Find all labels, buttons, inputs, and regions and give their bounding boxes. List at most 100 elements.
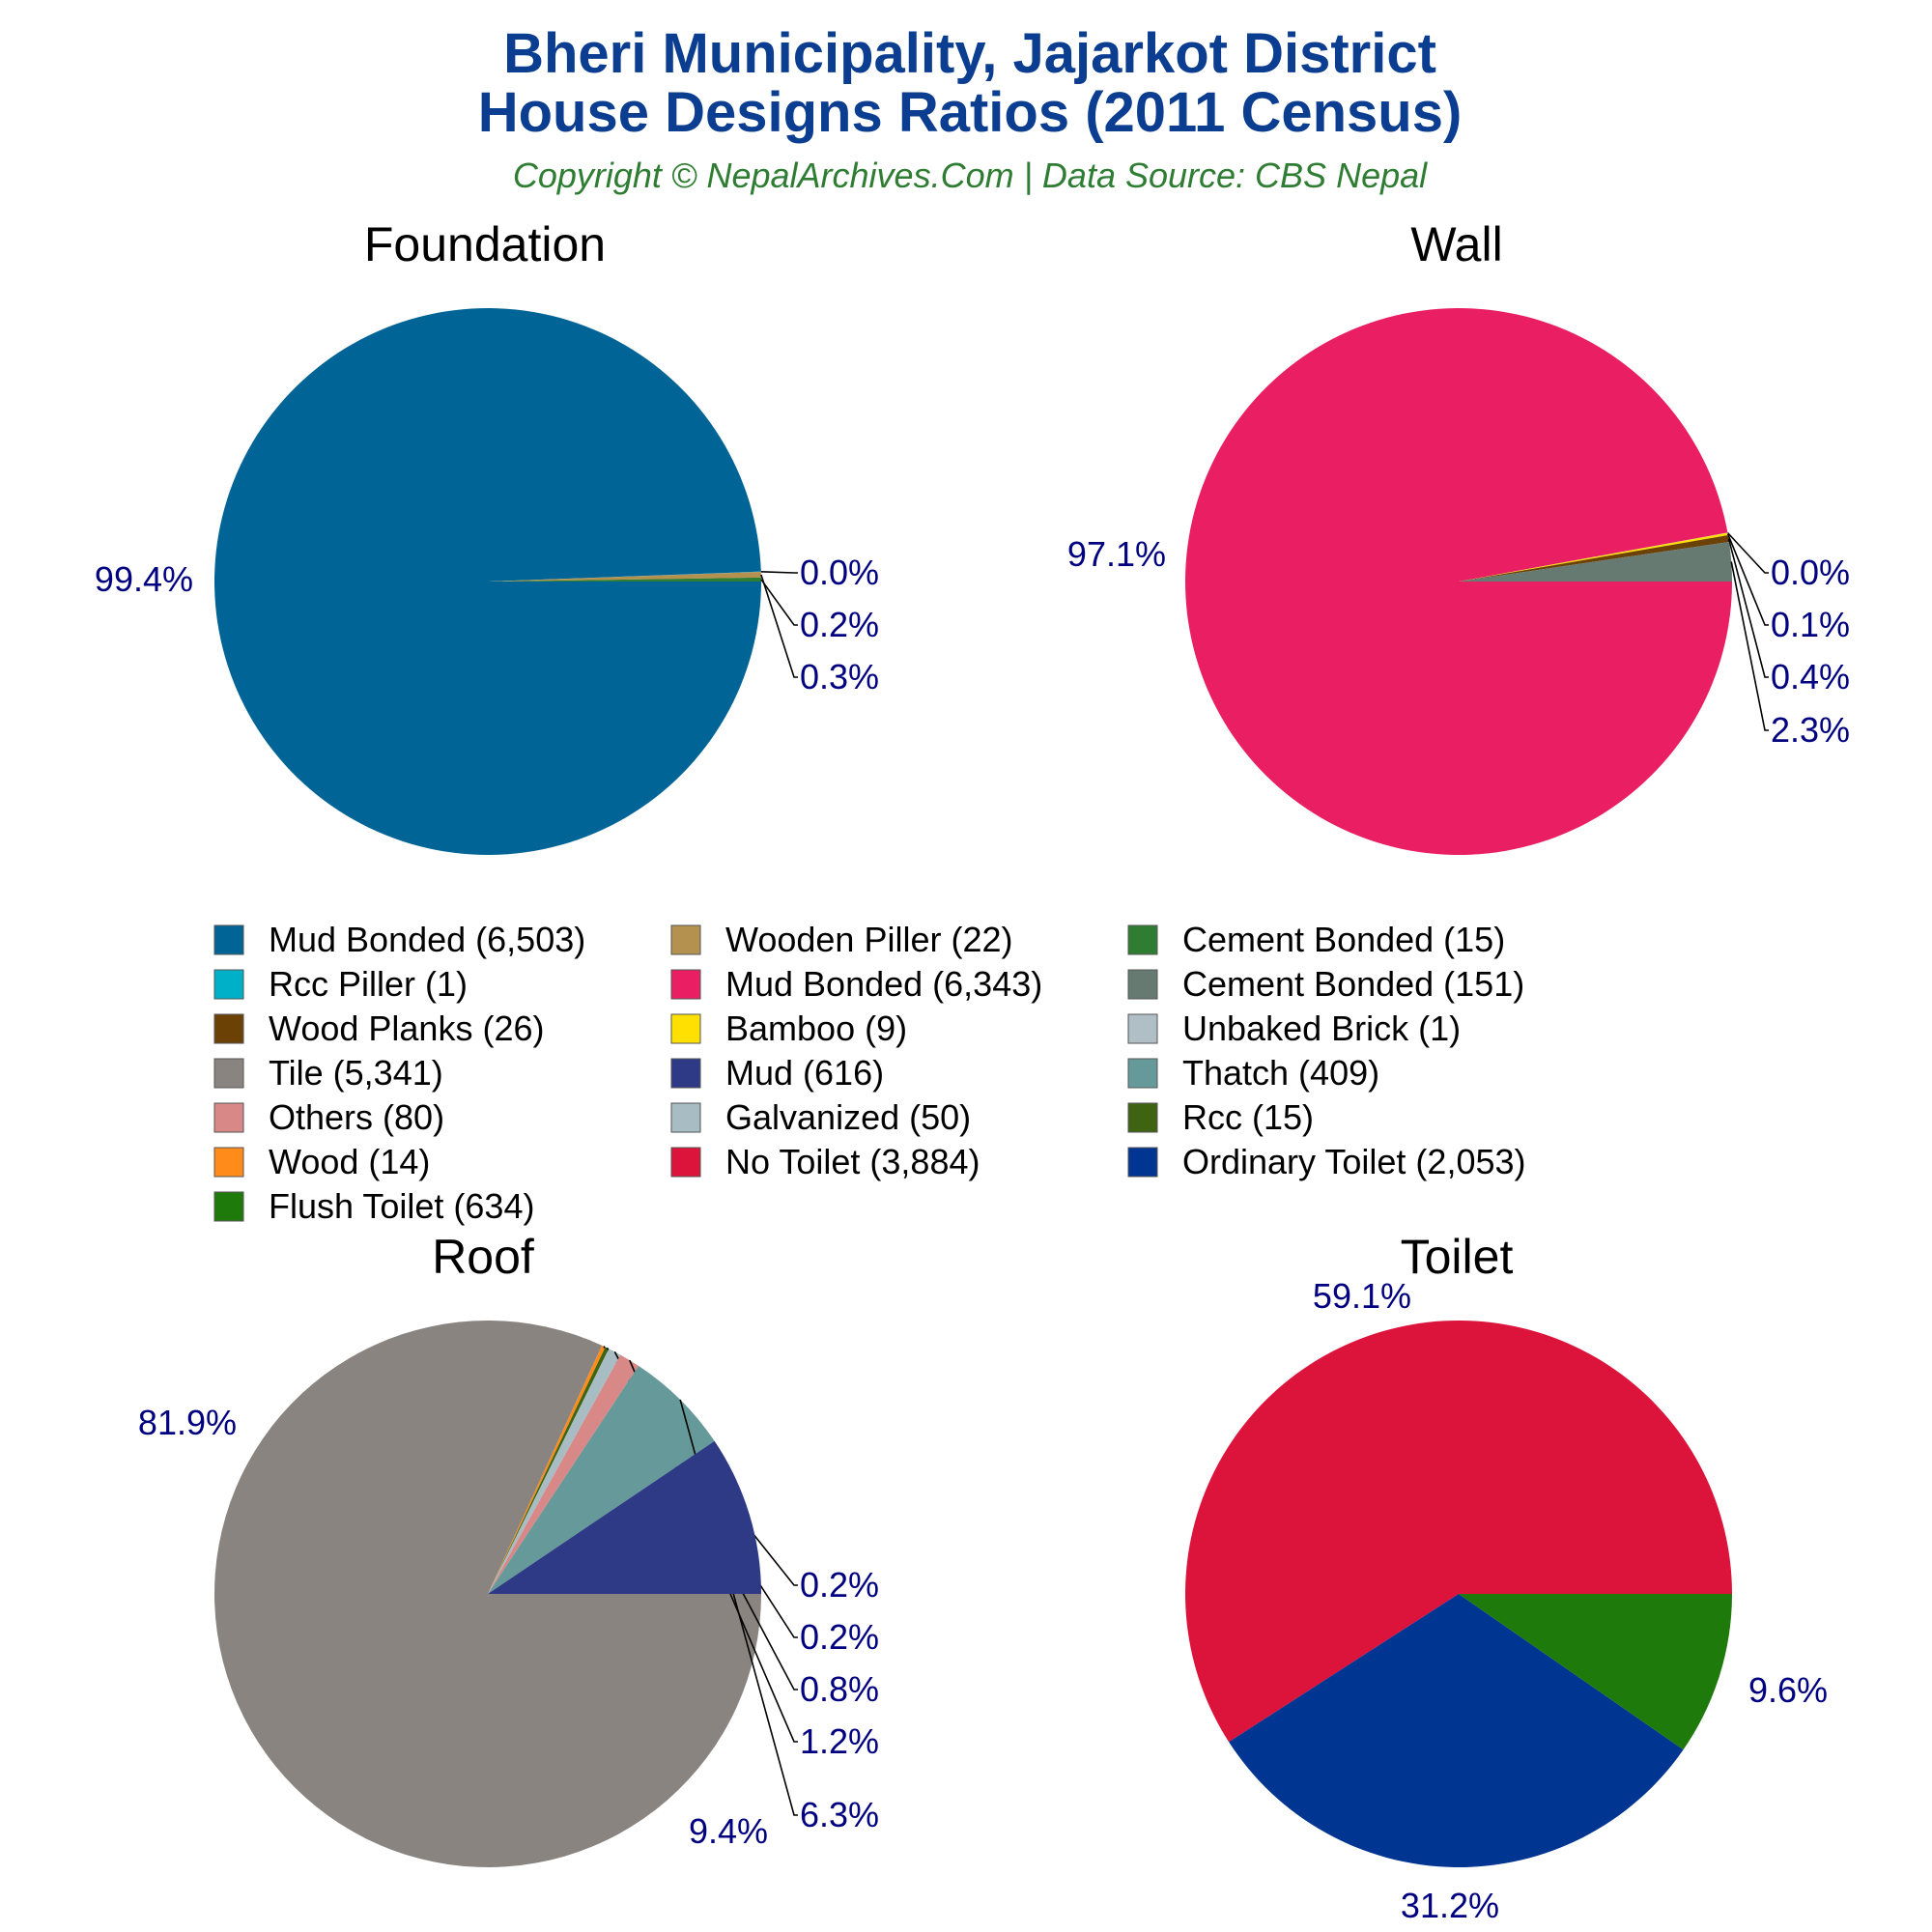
leader-line [760, 579, 798, 626]
pie-slice-toilet-ordinary-toilet [1229, 1594, 1684, 1868]
legend-swatch [670, 1058, 701, 1089]
legend-label: Bamboo (9) [725, 1009, 907, 1048]
legend-swatch [213, 1013, 244, 1044]
legend-swatch [1127, 969, 1158, 1000]
legend-label: Unbaked Brick (1) [1182, 1009, 1461, 1048]
legend-swatch [1127, 924, 1158, 955]
legend-label: No Toilet (3,884) [725, 1142, 980, 1181]
leader-line [760, 574, 798, 678]
legend-swatch [670, 1102, 701, 1133]
legend-label: Flush Toilet (634) [269, 1186, 534, 1226]
legend-swatch [213, 969, 244, 1000]
percent-label: 6.3% [800, 1795, 879, 1834]
legend-item: Ordinary Toilet (2,053) [1127, 1142, 1526, 1181]
leader-line [1727, 538, 1769, 678]
pie-slice-roof-thatch [488, 1365, 715, 1594]
legend: Mud Bonded (6,503) Rcc Piller (1) Wood Pla… [213, 920, 1526, 1226]
legend-item: Unbaked Brick (1) [1127, 1009, 1461, 1048]
legend-item: Mud Bonded (6,503) [213, 920, 585, 959]
legend-label: Rcc (15) [1182, 1097, 1314, 1137]
percent-label: 0.2% [800, 1617, 879, 1657]
pie-title-wall: Wall [1410, 217, 1502, 271]
pie-chart-toilet: Toilet 59.1% 31.2% 9.6% [1185, 1230, 1828, 1925]
legend-item: Cement Bonded (151) [1127, 964, 1524, 1004]
percent-label: 59.1% [1313, 1276, 1411, 1316]
legend-item: No Toilet (3,884) [670, 1142, 980, 1181]
legend-item: Rcc (15) [1127, 1097, 1314, 1137]
percent-label: 1.2% [800, 1721, 879, 1761]
legend-item: Wooden Piller (22) [670, 920, 1012, 959]
legend-swatch [670, 924, 701, 955]
pie-slice-wall-cement-bonded [1459, 542, 1732, 582]
leader-line [1726, 533, 1769, 626]
legend-swatch [1127, 1058, 1158, 1089]
legend-label: Ordinary Toilet (2,053) [1182, 1142, 1526, 1181]
legend-label: Galvanized (50) [725, 1097, 971, 1137]
legend-swatch [213, 1058, 244, 1089]
legend-item: Bamboo (9) [670, 1009, 907, 1048]
legend-label: Cement Bonded (15) [1182, 920, 1505, 959]
percent-label: 99.4% [95, 559, 193, 599]
pie-slice-roof-rcc [488, 1347, 610, 1594]
pie-slice-foundation-wooden-piller [488, 571, 761, 582]
pie-slice-foundation-rcc-piller [488, 571, 761, 582]
pie-slice-wall-mud-bonded [1184, 308, 1732, 856]
legend-swatch [670, 1147, 701, 1178]
legend-label: Others (80) [269, 1097, 444, 1137]
legend-item: Mud (616) [670, 1053, 884, 1093]
legend-swatch [670, 969, 701, 1000]
percent-label: 97.1% [1067, 534, 1166, 574]
percent-label: 0.1% [1771, 605, 1850, 644]
legend-label: Wood Planks (26) [269, 1009, 544, 1048]
pie-title-roof: Roof [432, 1230, 534, 1284]
legend-item: Tile (5,341) [213, 1053, 443, 1093]
legend-swatch [1127, 1102, 1158, 1133]
pie-slice-toilet-flush-toilet [1459, 1594, 1732, 1750]
legend-label: Thatch (409) [1182, 1053, 1379, 1093]
leader-line [760, 571, 798, 574]
legend-label: Wood (14) [269, 1142, 430, 1181]
percent-label: 0.2% [800, 1565, 879, 1605]
pie-chart-roof: Roof 81.9% 0.2% 0.2% 0.8% 1.2% 6.3% 9.4% [138, 1230, 879, 1868]
percent-label: 9.4% [689, 1811, 768, 1851]
legend-label: Mud Bonded (6,343) [725, 964, 1042, 1004]
chart-subtitle: Copyright © NepalArchives.Com | Data Sou… [513, 156, 1428, 195]
percent-label: 0.0% [1771, 553, 1850, 592]
legend-item: Mud Bonded (6,343) [670, 964, 1042, 1004]
legend-item: Cement Bonded (15) [1127, 920, 1505, 959]
legend-item: Wood Planks (26) [213, 1009, 544, 1048]
legend-label: Tile (5,341) [269, 1053, 443, 1093]
percent-label: 0.4% [1771, 657, 1850, 696]
pie-slice-roof-galvanized [488, 1349, 621, 1594]
pie-slice-roof-tile [213, 1321, 761, 1868]
legend-swatch [213, 1191, 244, 1222]
legend-label: Rcc Piller (1) [269, 964, 468, 1004]
pie-slice-wall-bamboo [1459, 532, 1728, 582]
pie-chart-wall: Wall 97.1% 0.0% 0.1% 0.4% 2.3% [1067, 217, 1850, 856]
leader-line [1726, 531, 1769, 574]
legend-item: Wood (14) [213, 1142, 430, 1181]
legend-item: Others (80) [213, 1097, 444, 1137]
legend-item: Galvanized (50) [670, 1097, 971, 1137]
pie-slice-wall-wood-planks [1459, 535, 1730, 582]
legend-item: Rcc Piller (1) [213, 964, 468, 1004]
legend-item: Thatch (409) [1127, 1053, 1379, 1093]
percent-label: 0.8% [800, 1669, 879, 1709]
legend-swatch [213, 924, 244, 955]
legend-swatch [670, 1013, 701, 1044]
legend-label: Mud Bonded (6,503) [269, 920, 585, 959]
legend-label: Wooden Piller (22) [725, 920, 1012, 959]
legend-label: Cement Bonded (151) [1182, 964, 1524, 1004]
pie-title-foundation: Foundation [364, 217, 606, 271]
legend-swatch [213, 1102, 244, 1133]
percent-label: 0.2% [800, 605, 879, 644]
legend-swatch [1127, 1147, 1158, 1178]
percent-label: 0.3% [800, 657, 879, 696]
chart-title-line-2: House Designs Ratios (2011 Census) [478, 81, 1463, 144]
percent-label: 31.2% [1401, 1886, 1499, 1925]
legend-swatch [1127, 1013, 1158, 1044]
legend-label: Mud (616) [725, 1053, 884, 1093]
percent-label: 2.3% [1771, 710, 1850, 750]
pie-slice-foundation-mud-bonded [214, 308, 761, 856]
